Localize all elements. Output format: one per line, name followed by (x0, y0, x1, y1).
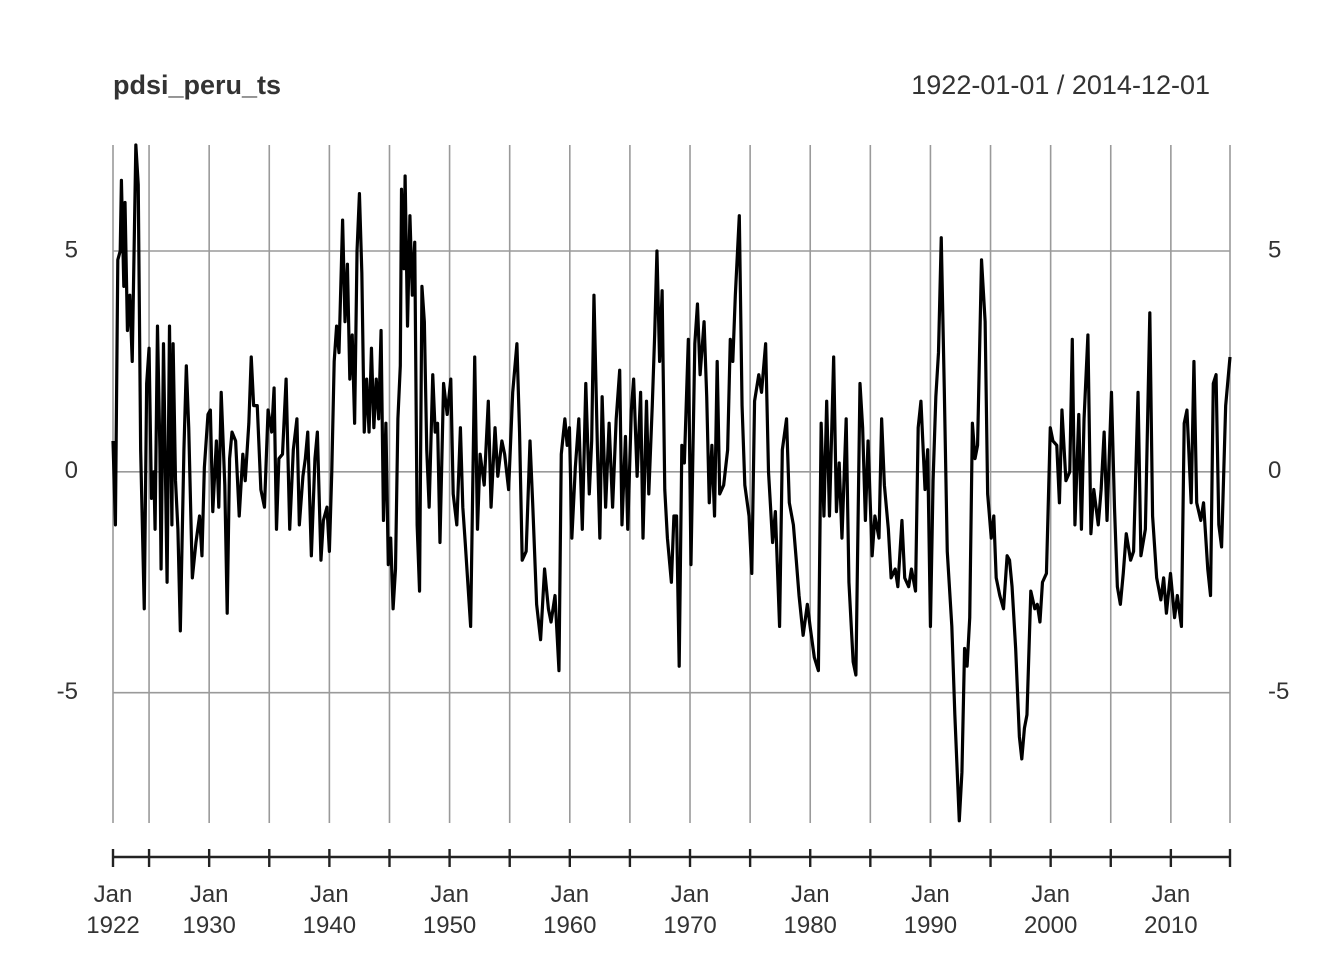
y-tick-label: 5 (65, 236, 78, 263)
x-tick-label: Jan 1950 (423, 881, 476, 939)
x-tick-label: Jan 1922 (86, 881, 139, 939)
x-tick-label: Jan 1960 (543, 881, 596, 939)
y-tick-label: -5 (57, 678, 78, 705)
y-tick-label: 0 (65, 457, 78, 484)
x-tick-label: Jan 2000 (1024, 881, 1077, 939)
x-tick-label: Jan 1930 (182, 881, 235, 939)
data-line (111, 143, 1232, 823)
x-tick-label: Jan 1990 (904, 881, 957, 939)
y2-tick-label: 0 (1268, 457, 1281, 484)
y2-tick-label: -5 (1268, 678, 1289, 705)
x-tick-label: Jan 1980 (784, 881, 837, 939)
chart-title: pdsi_peru_ts (113, 70, 281, 100)
y2-tick-label: 5 (1268, 236, 1281, 263)
x-tick-label: Jan 1940 (303, 881, 356, 939)
x-tick-label: Jan 2010 (1144, 881, 1197, 939)
chart-subtitle: 1922-01-01 / 2014-12-01 (911, 70, 1210, 100)
x-tick-label: Jan 1970 (663, 881, 716, 939)
